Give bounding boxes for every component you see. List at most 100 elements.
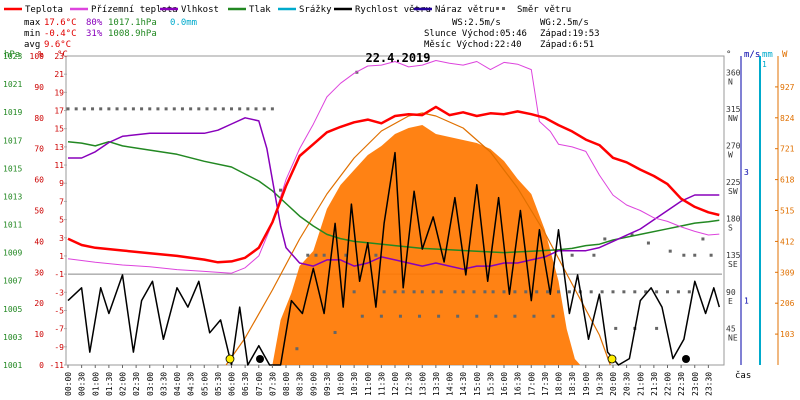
x-tick-label: 16:30 [514, 372, 523, 396]
info-wg: WG:2.5m/s [540, 18, 589, 28]
wind-direction-point [655, 290, 659, 294]
wind-direction-point [131, 107, 135, 111]
x-tick-label: 12:30 [405, 372, 414, 396]
direction-tick-label: 180 [726, 215, 741, 224]
x-tick-label: 04:00 [173, 372, 182, 396]
temp-tick-label: 11 [54, 161, 64, 170]
wind-direction-point [420, 290, 424, 294]
x-tick-label: 02:00 [119, 372, 128, 396]
x-tick-label: 05:30 [214, 372, 223, 396]
radiation-tick-label: 206 [780, 299, 795, 308]
wind-direction-point [551, 314, 555, 318]
wind-direction-point [453, 290, 457, 294]
x-tick-label: 08:30 [296, 372, 305, 396]
x-tick-label: 06:30 [241, 372, 250, 396]
wind-direction-point [633, 290, 637, 294]
wind-direction-point [115, 107, 119, 111]
wind-direction-point [82, 107, 86, 111]
wind-direction-point [418, 314, 422, 318]
wind-direction-point [461, 290, 465, 294]
x-tick-label: 10:00 [337, 372, 346, 396]
direction-tick-compass: SE [728, 260, 738, 269]
direction-tick-compass: W [728, 150, 733, 159]
temp-tick-label: 5 [59, 216, 64, 225]
direction-tick-compass: E [728, 297, 733, 306]
stats-min-press: 1008.9hPa [108, 29, 157, 39]
radiation-tick-label: 824 [780, 114, 795, 123]
x-axis-ticks: 00:00 00:30 01:00 01:30 02:00 02:30 03:00 03:30… [64, 365, 713, 396]
radiation-tick-label: 515 [780, 207, 795, 216]
wind-direction-point [439, 290, 443, 294]
temp-tick-label: -11 [50, 361, 65, 370]
stats-max-temp: 17.6°C [44, 18, 77, 28]
wind-direction-point [140, 107, 144, 111]
legend-label-0: Teplota [25, 5, 63, 15]
radiation-tick-label: 103 [780, 330, 795, 339]
legend-label-3: Tlak [249, 5, 271, 15]
sunset-marker-icon [607, 354, 617, 364]
direction-tick-compass: N [728, 77, 733, 86]
stats-max-hum: 80% [86, 18, 103, 28]
x-tick-label: 03:30 [159, 372, 168, 396]
series-line-teplota [67, 105, 720, 264]
sun-moon-info: WS:2.5m/s WG:2.5m/s Slunce Východ:05:46 … [424, 18, 600, 50]
humidity-tick-label: 70 [34, 145, 44, 154]
stats-min-hum: 31% [86, 29, 103, 39]
wind-direction-point [333, 330, 337, 334]
temp-tick-label: -7 [54, 325, 64, 334]
wind-direction-point [513, 314, 517, 318]
pressure-tick-label: 1005 [3, 305, 22, 314]
humidity-tick-label: 100 [30, 52, 45, 61]
x-tick-label: 09:30 [323, 372, 332, 396]
direction-tick-compass: NE [728, 333, 738, 342]
wind-direction-point [262, 107, 266, 111]
legend-label-1: Přízemní teplota [91, 5, 178, 15]
x-tick-label: 13:00 [418, 372, 427, 396]
wind-direction-point [524, 290, 528, 294]
wind-direction-point [374, 253, 378, 257]
wind-direction-point [431, 290, 435, 294]
radiation-tick-label: 618 [780, 176, 795, 185]
temperature-unit-label: °C [57, 50, 68, 60]
direction-tick-label: 90 [726, 288, 736, 297]
axes-ticks: 2321191715131197531-1-3-5-7-9-1110090807… [3, 52, 795, 370]
radiation-tick-label: 721 [780, 145, 795, 154]
wind-direction-point [344, 253, 348, 257]
temp-tick-label: 1 [59, 252, 64, 261]
pressure-tick-label: 1021 [3, 80, 22, 89]
x-tick-label: 22:00 [664, 372, 673, 396]
stats-avg-temp: 9.6°C [44, 40, 71, 50]
temp-tick-label: 13 [54, 143, 64, 152]
temp-tick-label: 3 [59, 234, 64, 243]
pressure-tick-label: 1009 [3, 249, 22, 258]
wind-direction-point [382, 290, 386, 294]
x-tick-label: 10:30 [350, 372, 359, 396]
temp-tick-label: 19 [54, 88, 64, 97]
wind-direction-point [682, 253, 686, 257]
direction-tick-label: 360 [726, 68, 741, 77]
wind-direction-point [306, 253, 310, 257]
x-tick-label: 00:00 [64, 372, 73, 396]
x-tick-label: 13:30 [432, 372, 441, 396]
wind-direction-point [314, 253, 318, 257]
wind-direction-point [230, 107, 233, 111]
direction-tick-label: 225 [726, 178, 741, 187]
wind-direction-point [437, 314, 441, 318]
info-moon: Měsíc Východ:22:40 [424, 40, 522, 50]
stats-min-label: min [24, 29, 40, 39]
x-tick-label: 01:00 [91, 372, 100, 396]
wind-direction-point [483, 290, 487, 294]
direction-tick-compass: S [728, 224, 733, 233]
wind-direction-point [254, 107, 258, 111]
x-tick-label: 20:30 [623, 372, 632, 396]
wind-direction-point [622, 290, 626, 294]
temp-tick-label: 7 [59, 197, 64, 206]
wind-direction-point [246, 107, 250, 111]
x-tick-label: 18:00 [555, 372, 564, 396]
wind-direction-point [393, 290, 397, 294]
wind-direction-point [172, 107, 176, 111]
x-tick-label: 17:00 [527, 372, 536, 396]
pressure-tick-label: 1023 [3, 52, 22, 61]
humidity-unit-label: % [38, 50, 44, 60]
